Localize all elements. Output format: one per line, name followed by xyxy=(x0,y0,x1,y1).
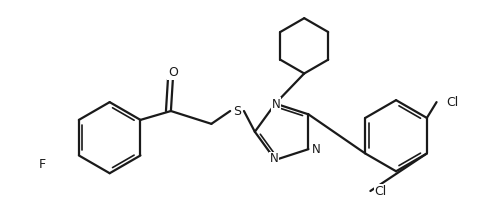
Text: Cl: Cl xyxy=(446,96,458,109)
Text: Cl: Cl xyxy=(374,185,386,198)
Text: N: N xyxy=(272,98,281,111)
Text: N: N xyxy=(312,143,321,156)
Text: S: S xyxy=(233,105,241,118)
Text: N: N xyxy=(270,153,279,166)
Text: O: O xyxy=(168,66,178,79)
Text: F: F xyxy=(39,158,46,171)
